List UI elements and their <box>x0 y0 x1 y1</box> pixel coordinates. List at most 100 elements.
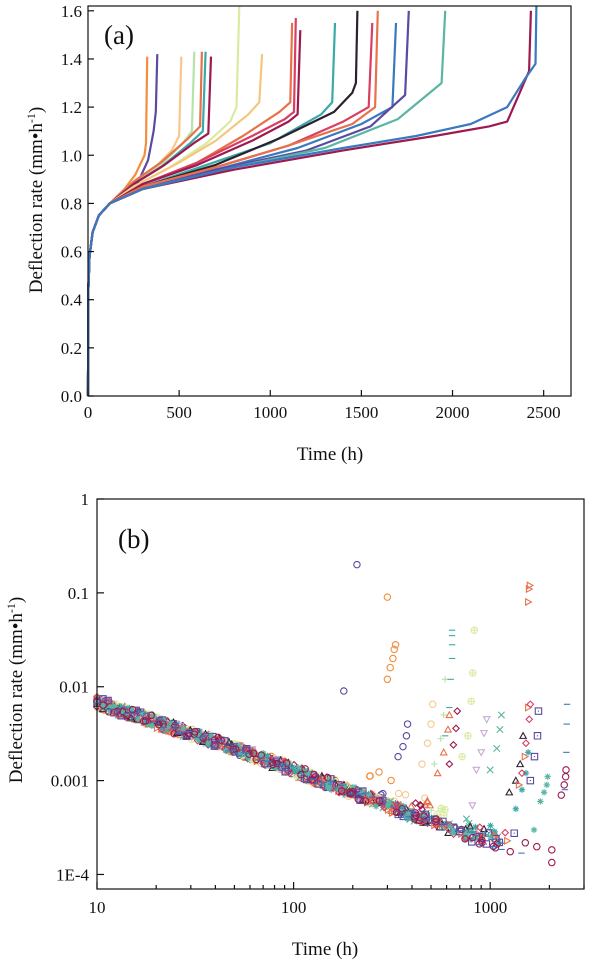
panel-b-point <box>113 707 122 715</box>
panel-b-point <box>384 801 392 808</box>
panel-b-point <box>199 733 207 741</box>
panel-b-point <box>204 740 211 747</box>
panel-b-point <box>510 829 518 837</box>
panel-b-point <box>453 707 462 716</box>
panel-b-point <box>335 788 343 797</box>
panel-b-point <box>394 752 402 761</box>
panel-b-point <box>445 710 454 719</box>
panel-a-series-line-13 <box>86 10 359 397</box>
panel-b-point <box>537 798 544 805</box>
panel-b-point <box>439 748 448 756</box>
panel-a-line-chart: 0 500 1000 1500 2000 2500 0.0 0.2 0.4 0.6 0.8 1.0 1.… <box>24 2 572 465</box>
panel-b-point <box>391 641 400 649</box>
panel-b-point <box>99 701 107 709</box>
panel-b-point <box>540 789 548 796</box>
panel-a-x-tick-label-3: 1500 <box>344 403 378 422</box>
panel-a-x-axis-label: Time (h) <box>297 444 363 465</box>
panel-a-y-tick-label-0: 0.0 <box>61 387 82 406</box>
panel-b-point <box>450 827 457 835</box>
panel-b-point <box>399 812 408 821</box>
panel-b-series-1 <box>93 560 412 802</box>
panel-a-y-label-close: ) <box>26 107 47 113</box>
panel-b-point <box>411 815 419 823</box>
panel-b-point <box>449 740 458 749</box>
panel-b-point <box>147 711 155 720</box>
panel-b-point <box>458 752 466 761</box>
panel-b-point <box>440 811 448 819</box>
panel-a-series-line-4 <box>86 51 203 397</box>
panel-b-y-label-main: Deflection rate (mm•h <box>6 613 27 784</box>
panel-b-point <box>387 776 395 785</box>
panel-b-point <box>410 813 418 821</box>
panel-b-point <box>461 835 469 843</box>
panel-b-y-tick-label-2: 0.01 <box>59 678 89 697</box>
panel-b-point <box>271 764 279 772</box>
panel-b-point <box>427 720 435 728</box>
panel-b-series-0 <box>93 593 400 801</box>
panel-b-point <box>109 702 117 709</box>
panel-b-point <box>461 835 468 843</box>
panel-b-point <box>423 739 432 747</box>
panel-b-point <box>358 789 366 796</box>
panel-b-plot-frame <box>96 498 585 890</box>
panel-b-point <box>438 822 447 831</box>
panel-b-point <box>394 789 403 798</box>
panel-b-series-12 <box>93 581 535 845</box>
panel-b-y-tick-label-3: 0.1 <box>68 584 89 603</box>
panel-b-point <box>161 717 168 724</box>
panel-b-point <box>269 760 277 769</box>
panel-b-point <box>326 776 333 783</box>
panel-b-point <box>420 812 428 820</box>
panel-b-point <box>548 858 556 867</box>
panel-b-point <box>467 697 475 705</box>
panel-b-point <box>314 780 322 788</box>
panel-b-point <box>264 752 271 760</box>
panel-b-point <box>418 760 426 768</box>
panel-b-point <box>207 733 215 740</box>
panel-b-y-axis-label: Deflection rate (mm•h-1) <box>4 597 27 784</box>
panel-b-point <box>515 780 524 790</box>
panel-a-label: (a) <box>104 20 134 50</box>
panel-b-series-4 <box>93 676 449 818</box>
panel-b-point <box>431 760 438 768</box>
panel-b-y-label-sup: -1 <box>4 603 18 613</box>
panel-b-point <box>128 705 136 713</box>
panel-b-point <box>411 799 420 808</box>
panel-b-point <box>548 846 556 854</box>
panel-a-series-line-16 <box>86 22 398 397</box>
panel-b-x-tick-label-1: 100 <box>281 898 307 917</box>
panel-b-point <box>468 669 477 677</box>
panel-b-point <box>128 705 137 714</box>
panel-b-point <box>353 560 361 569</box>
panel-a-series-line-2 <box>86 56 183 397</box>
panel-a-y-label-sup: -1 <box>24 113 38 123</box>
panel-a-x-tick-label-1: 500 <box>166 403 192 422</box>
panel-b-point <box>341 783 349 790</box>
panel-b-point <box>123 711 131 720</box>
panel-b-point <box>517 769 526 778</box>
panel-b-point <box>375 797 384 805</box>
panel-b-point <box>229 745 237 753</box>
panel-b-point <box>281 767 290 776</box>
panel-b-point <box>372 803 380 810</box>
panel-b-point <box>148 722 155 729</box>
panel-a-series-line-18 <box>86 10 447 397</box>
panel-b-point <box>245 753 252 760</box>
panel-b-point <box>516 759 525 768</box>
panel-b-point <box>386 663 394 672</box>
panel-a-y-tick-label-6: 1.2 <box>61 98 82 117</box>
panel-b-point <box>482 716 491 724</box>
panel-b-point <box>139 710 146 717</box>
panel-b-point <box>403 720 412 728</box>
panel-b-point <box>533 842 541 851</box>
panel-b-point <box>141 717 150 725</box>
panel-a-series-line-10 <box>86 17 297 397</box>
panel-a-y-tick-label-2: 0.4 <box>61 291 83 310</box>
panel-b-point <box>100 702 107 709</box>
panel-b-point <box>252 755 260 764</box>
panel-b-point <box>402 732 411 740</box>
panel-b-point <box>472 823 479 831</box>
panel-b-y-label-close: ) <box>6 597 27 603</box>
panel-b-series-17 <box>93 702 571 854</box>
